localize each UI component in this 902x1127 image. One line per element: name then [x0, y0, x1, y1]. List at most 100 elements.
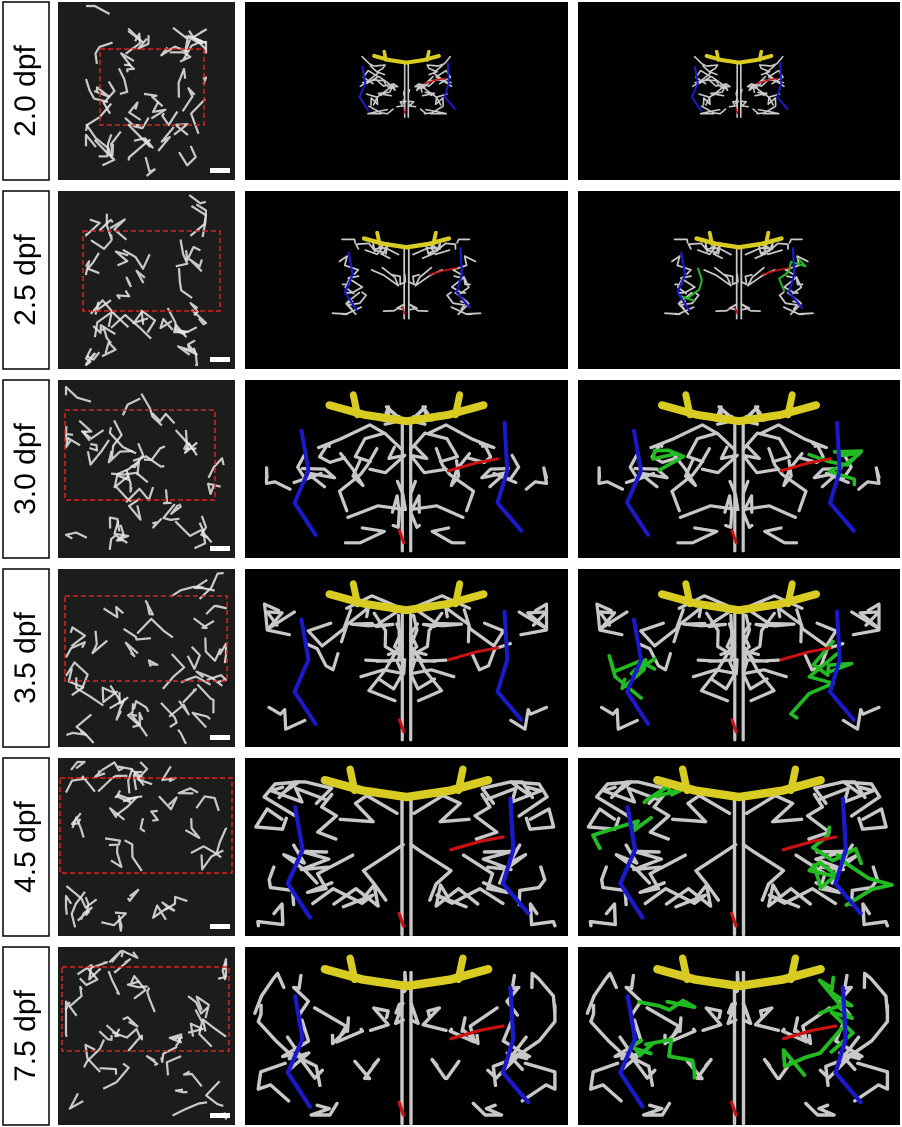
- vessel: [686, 431, 736, 464]
- vessel: [624, 973, 643, 1017]
- vessel: [781, 1006, 832, 1044]
- micro-vessel: [103, 605, 125, 619]
- micro-vessel: [132, 770, 143, 791]
- vessel: [672, 605, 703, 644]
- added-vessel: [789, 652, 839, 720]
- micro-vessel: [166, 307, 187, 334]
- vessel: [700, 445, 739, 475]
- yellow-vessel: [682, 580, 694, 608]
- micro-vessel: [195, 995, 210, 1019]
- vessel: [698, 93, 711, 106]
- micro-vessel: [64, 531, 88, 540]
- label-box: [2, 946, 50, 1126]
- micro-vessel: [64, 1000, 78, 1017]
- micro-vessel: [181, 87, 196, 112]
- micro-vessel: [205, 1080, 224, 1107]
- micro-vessel: [192, 347, 199, 367]
- vessel-tree: [264, 391, 549, 553]
- blue-vessel: [787, 247, 804, 309]
- micro-vessel: [151, 412, 176, 425]
- scale-bar: [210, 168, 230, 173]
- yellow-vessel: [658, 401, 820, 426]
- micro-vessel: [114, 793, 143, 800]
- vessel: [461, 853, 509, 895]
- red-vessel: [449, 835, 505, 852]
- vessel: [517, 865, 547, 907]
- vessel: [434, 93, 448, 106]
- micro-vessel: [127, 703, 140, 726]
- vessel: [639, 608, 685, 648]
- vessel: [434, 447, 476, 513]
- yellow-vessel: [325, 401, 488, 426]
- micro-vessels: [64, 760, 228, 932]
- vessel: [814, 849, 847, 872]
- vessel: [353, 1057, 381, 1081]
- vessel: [687, 242, 719, 254]
- vessel: [599, 705, 639, 731]
- micrograph: [58, 191, 235, 369]
- vessel: [760, 243, 783, 256]
- micro-vessel: [174, 520, 213, 544]
- micro-vessel: [84, 78, 109, 104]
- vessel: [301, 466, 337, 489]
- vessel: [380, 242, 391, 260]
- scale-bar: [210, 546, 230, 551]
- micro-vessel: [140, 309, 157, 334]
- micro-vessel: [195, 795, 220, 812]
- tracing-panel: [578, 569, 900, 747]
- vessel: [723, 273, 739, 286]
- micro-vessel: [126, 888, 140, 902]
- micro-vessel: [101, 341, 117, 358]
- vessel: [374, 64, 386, 76]
- vessel: [723, 494, 734, 529]
- micro-vessel: [98, 218, 114, 232]
- vessel: [524, 807, 556, 831]
- micro-vessel: [172, 1101, 208, 1117]
- vessel: [670, 447, 711, 513]
- micro-vessel: [89, 961, 108, 969]
- vessel: [444, 605, 471, 644]
- blue-vessel: [495, 420, 524, 533]
- micro-vessel: [143, 445, 166, 461]
- vessel: [528, 902, 557, 928]
- vessel: [754, 242, 767, 260]
- micro-vessel: [104, 837, 122, 847]
- micro-vessel: [86, 439, 110, 466]
- micro-vessel: [138, 711, 149, 737]
- micro-vessel: [221, 958, 228, 981]
- vessel: [470, 642, 512, 672]
- micro-vessel: [137, 35, 150, 50]
- vessel-tree: [586, 765, 894, 937]
- red-vessel: [781, 1024, 838, 1041]
- micro-vessel: [116, 460, 140, 476]
- micro-vessel: [128, 101, 142, 121]
- micro-vessels: [84, 4, 208, 177]
- vessel: [707, 78, 731, 88]
- vessel: [299, 849, 331, 872]
- vessel: [361, 842, 405, 902]
- blue-vessel: [691, 65, 702, 112]
- vessel: [792, 275, 804, 295]
- vessel: [795, 608, 838, 648]
- vessel-tree: [254, 765, 557, 937]
- micro-vessel: [175, 239, 189, 268]
- vessel: [419, 84, 442, 106]
- micro-vessel: [162, 503, 180, 521]
- roi-box: [64, 409, 216, 501]
- vessel: [664, 883, 713, 908]
- micro-vessel: [110, 846, 123, 869]
- micro-vessel: [215, 827, 228, 853]
- vessel: [412, 793, 471, 824]
- micro-vessel: [118, 692, 129, 705]
- micro-vessel: [190, 308, 208, 326]
- micro-vessel: [198, 571, 224, 600]
- vessel: [699, 108, 721, 115]
- added-vessel: [810, 825, 864, 866]
- vessel: [269, 785, 327, 804]
- micro-vessel: [162, 489, 172, 505]
- vessel: [337, 447, 379, 513]
- vessel: [349, 621, 395, 629]
- micro-vessel: [159, 317, 174, 331]
- yellow-vessel: [375, 230, 382, 246]
- added-vessel: [835, 853, 894, 907]
